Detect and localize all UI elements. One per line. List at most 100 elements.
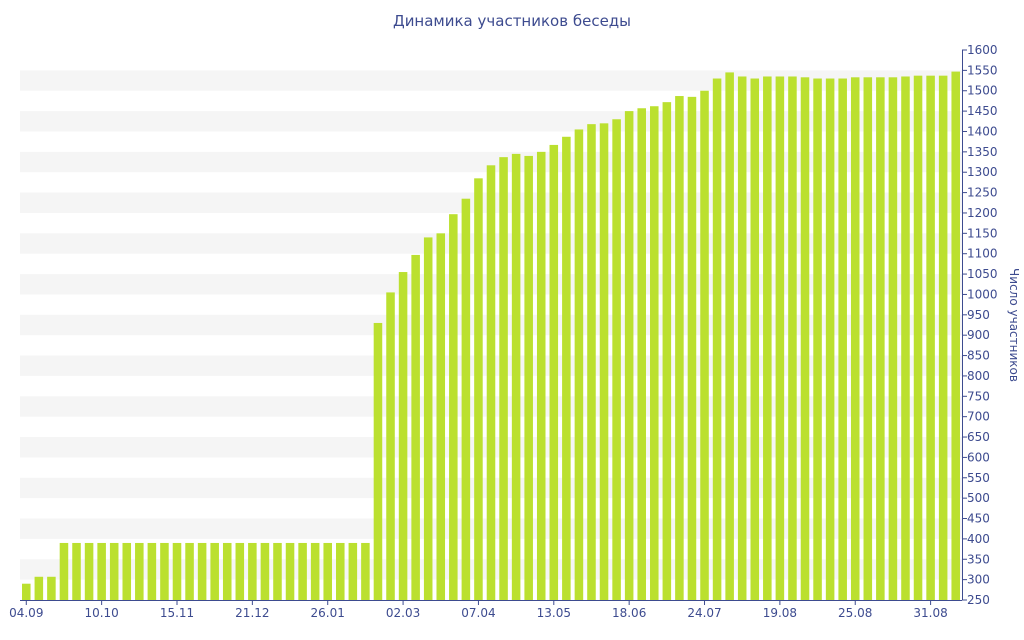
bar — [813, 78, 822, 601]
y-tick-label: 1100 — [967, 247, 998, 261]
bar — [222, 542, 232, 600]
x-tick-label: 15.11 — [160, 606, 194, 620]
bar — [273, 542, 282, 600]
bar — [599, 123, 609, 600]
bar — [662, 102, 672, 601]
bar — [461, 198, 471, 600]
y-tick-label: 1450 — [967, 104, 998, 118]
y-tick-label: 1150 — [967, 226, 998, 240]
bar — [361, 542, 370, 600]
bar — [122, 542, 132, 600]
bar — [197, 542, 207, 600]
bar — [524, 155, 533, 601]
bar — [511, 153, 521, 600]
bar — [323, 542, 332, 600]
y-tick-label: 500 — [967, 491, 990, 505]
y-tick-label: 600 — [967, 450, 990, 464]
x-tick-label: 04.09 — [9, 606, 43, 620]
bar — [47, 576, 56, 600]
bar-series — [22, 71, 960, 601]
x-axis: 04.09 10.10 15.11 21.12 26.01 02.03 07.04 13.05… — [9, 600, 962, 620]
bar — [587, 124, 596, 601]
x-tick-label: 13.05 — [537, 606, 571, 620]
bar — [913, 75, 923, 600]
bar — [260, 542, 270, 600]
chart-title: Динамика участников беседы — [392, 12, 632, 30]
x-tick-label: 24.07 — [687, 606, 721, 620]
bar — [449, 214, 458, 600]
bar — [386, 292, 395, 600]
bar — [423, 237, 433, 600]
bar — [147, 542, 157, 600]
y-tick-label: 1000 — [967, 287, 998, 301]
bar — [411, 254, 420, 601]
y-tick-label: 1050 — [967, 267, 998, 281]
bar — [725, 72, 734, 600]
bar — [59, 542, 69, 600]
y-tick-label: 1350 — [967, 145, 998, 159]
bar — [398, 272, 408, 600]
bar — [436, 233, 446, 601]
x-tick-label: 07.04 — [461, 606, 495, 620]
bar — [310, 542, 320, 600]
bar — [825, 78, 835, 601]
y-tick-label: 750 — [967, 389, 990, 403]
y-tick-label: 1600 — [967, 43, 998, 57]
bar — [474, 178, 483, 601]
bar — [888, 77, 898, 601]
bar — [22, 583, 31, 600]
bar — [34, 576, 44, 600]
x-tick-label: 21.12 — [235, 606, 269, 620]
bar — [863, 77, 873, 601]
x-tick-label: 02.03 — [386, 606, 420, 620]
y-tick-label: 900 — [967, 328, 990, 342]
bar — [775, 76, 785, 600]
bar — [373, 322, 383, 600]
bar — [348, 542, 358, 600]
y-tick-label: 400 — [967, 532, 990, 546]
y-tick-label: 550 — [967, 471, 990, 485]
bar — [750, 78, 760, 601]
bar — [737, 76, 747, 600]
bar — [336, 542, 345, 600]
y-tick-label: 1400 — [967, 124, 998, 138]
bar — [185, 542, 194, 600]
bar — [285, 542, 295, 600]
y-tick-label: 650 — [967, 430, 990, 444]
y-tick-label: 850 — [967, 349, 990, 363]
bar — [160, 542, 169, 600]
bar — [210, 542, 219, 600]
bar — [763, 76, 772, 600]
bar — [84, 542, 94, 600]
bar — [624, 111, 634, 600]
bar — [549, 144, 559, 601]
bar — [938, 75, 948, 600]
bar — [612, 119, 621, 600]
y-tick-label: 1250 — [967, 186, 998, 200]
bar — [109, 542, 119, 600]
bar — [712, 78, 722, 601]
bar — [574, 129, 584, 600]
bar — [562, 136, 571, 600]
bar — [700, 90, 709, 601]
bar — [536, 151, 546, 600]
bar — [850, 77, 860, 601]
y-tick-label: 700 — [967, 410, 990, 424]
y-tick-label: 1550 — [967, 63, 998, 77]
y-tick-label: 1500 — [967, 84, 998, 98]
bar — [800, 77, 810, 601]
bar — [235, 542, 245, 600]
x-tick-label: 26.01 — [311, 606, 345, 620]
bar — [248, 542, 257, 600]
bar — [838, 78, 847, 601]
bar — [298, 542, 307, 600]
bar — [72, 542, 81, 600]
bar — [675, 96, 684, 600]
bar — [876, 77, 885, 601]
x-tick-label: 18.06 — [612, 606, 646, 620]
x-tick-label: 10.10 — [84, 606, 118, 620]
y-tick-label: 950 — [967, 308, 990, 322]
x-tick-label: 31.08 — [913, 606, 947, 620]
